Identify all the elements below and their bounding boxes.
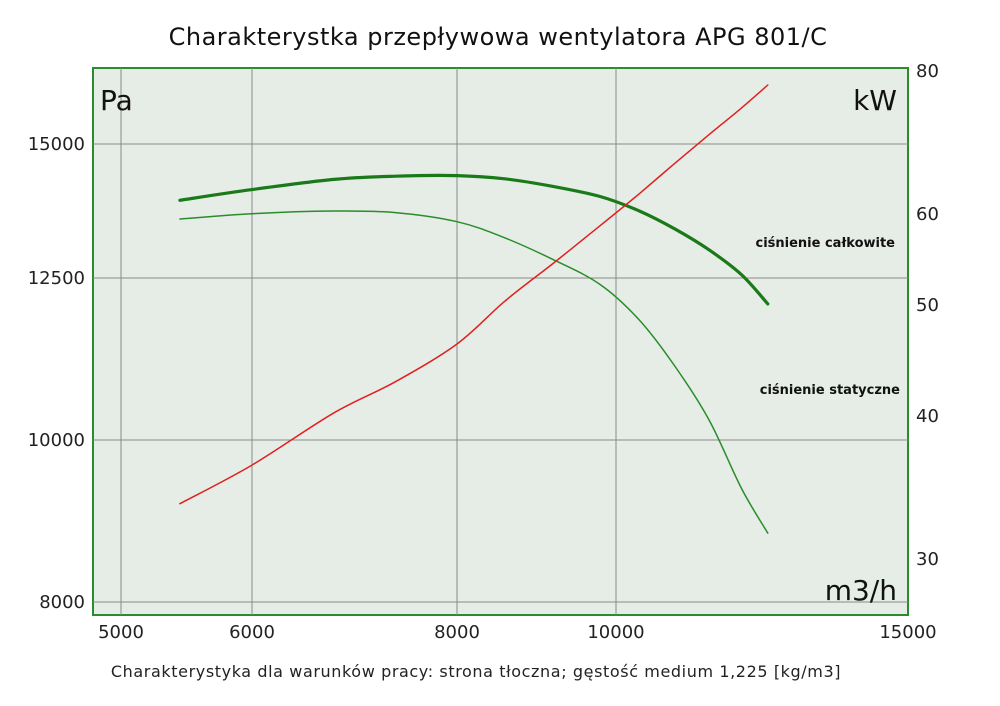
tick-labels: 5000 6000 8000 10000 15000 15000 12500 10000 800… — [28, 61, 939, 643]
y-right-tick-label-60: 60 — [916, 204, 939, 225]
series-group — [178, 84, 770, 534]
y-left-tick-label-12500: 12500 — [28, 268, 85, 289]
y-left-tick-label-15000: 15000 — [28, 134, 85, 155]
series-line-static-pressure — [179, 210, 769, 534]
series-line-power — [179, 84, 769, 505]
series-line-total-pressure — [178, 173, 770, 306]
y-right-tick-label-80: 80 — [916, 61, 939, 82]
x-tick-label-10000: 10000 — [587, 622, 644, 643]
y-right-unit-label: kW — [853, 84, 897, 117]
y-left-tick-label-10000: 10000 — [28, 430, 85, 451]
x-unit-label: m3/h — [825, 574, 897, 607]
x-tick-label-15000: 15000 — [879, 622, 936, 643]
chart-subtitle: Charakterystyka dla warunków pracy: stro… — [111, 662, 841, 681]
y-right-tick-label-50: 50 — [916, 295, 939, 316]
x-tick-label-8000: 8000 — [434, 622, 480, 643]
y-left-unit-label: Pa — [100, 84, 133, 117]
y-right-tick-label-30: 30 — [916, 549, 939, 570]
series-label-total-pressure: ciśnienie całkowite — [755, 236, 895, 251]
y-right-tick-label-40: 40 — [916, 406, 939, 427]
plot-area — [92, 67, 909, 616]
chart-title: Charakterystka przepływowa wentylatora A… — [169, 23, 828, 51]
grid-lines — [93, 68, 908, 615]
x-tick-label-6000: 6000 — [229, 622, 275, 643]
x-tick-label-5000: 5000 — [98, 622, 144, 643]
y-left-tick-label-8000: 8000 — [39, 592, 85, 613]
series-label-static-pressure: ciśnienie statyczne — [760, 383, 900, 398]
